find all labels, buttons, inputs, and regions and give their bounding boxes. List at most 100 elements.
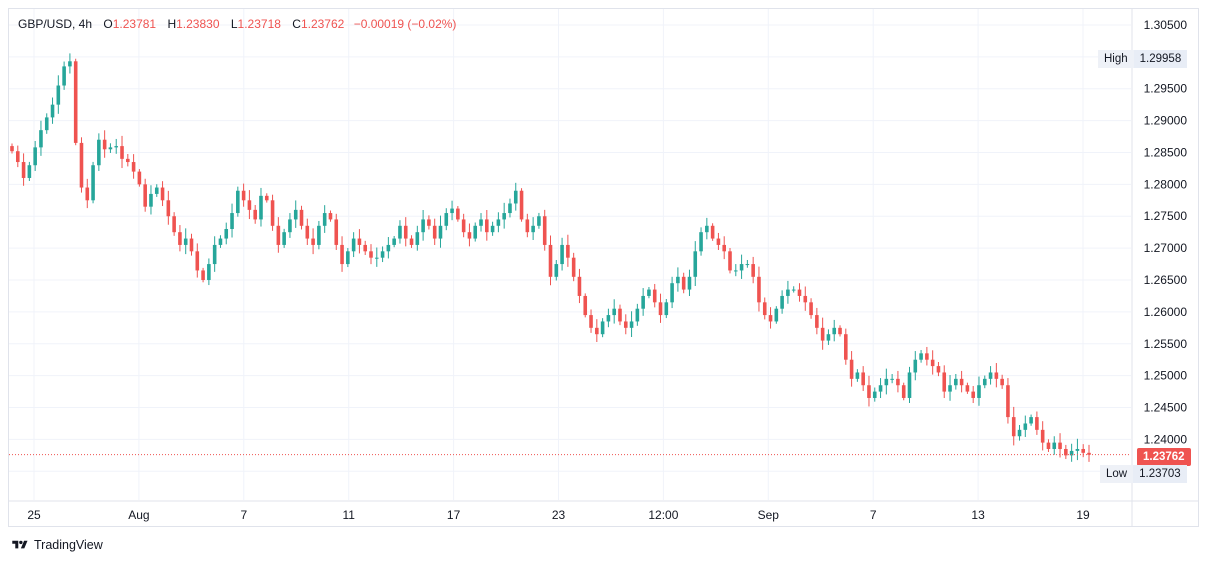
candle-body[interactable] <box>745 264 750 266</box>
candle-body[interactable] <box>757 276 761 303</box>
candle-body[interactable] <box>722 244 727 252</box>
candle-body[interactable] <box>1023 423 1028 430</box>
candle-body[interactable] <box>1052 442 1057 449</box>
candle-body[interactable] <box>299 209 304 226</box>
candle-body[interactable] <box>982 378 987 386</box>
candle-body[interactable] <box>137 171 142 185</box>
candle-body[interactable] <box>513 190 518 204</box>
candle-body[interactable] <box>322 213 327 226</box>
candle-body[interactable] <box>432 225 437 239</box>
candle-body[interactable] <box>907 372 912 398</box>
candle-body[interactable] <box>224 228 229 239</box>
candle-body[interactable] <box>948 385 952 392</box>
candle-body[interactable] <box>97 139 101 166</box>
candle-body[interactable] <box>56 85 61 105</box>
candle-body[interactable] <box>409 238 414 245</box>
candle-body[interactable] <box>33 147 37 166</box>
candle-body[interactable] <box>1058 442 1062 449</box>
candle-body[interactable] <box>896 378 900 386</box>
candle-body[interactable] <box>612 308 616 316</box>
candle-body[interactable] <box>73 61 78 143</box>
candle-body[interactable] <box>102 139 107 150</box>
candlestick-series[interactable] <box>10 53 1091 462</box>
candle-body[interactable] <box>189 238 194 252</box>
candle-body[interactable] <box>635 308 640 322</box>
candle-body[interactable] <box>183 238 188 245</box>
candle-body[interactable] <box>44 117 49 131</box>
candle-body[interactable] <box>670 283 674 303</box>
candle-body[interactable] <box>160 187 165 201</box>
candle-body[interactable] <box>270 200 275 226</box>
candle-body[interactable] <box>942 372 947 392</box>
candle-body[interactable] <box>68 61 72 67</box>
candle-body[interactable] <box>108 147 113 150</box>
candle-body[interactable] <box>444 213 449 226</box>
candle-body[interactable] <box>768 315 773 322</box>
candle-body[interactable] <box>554 264 559 277</box>
candle-body[interactable] <box>606 315 611 322</box>
candle-body[interactable] <box>791 289 796 291</box>
candle-body[interactable] <box>91 165 95 201</box>
candle-body[interactable] <box>832 327 837 335</box>
candle-body[interactable] <box>351 238 356 252</box>
candle-body[interactable] <box>566 244 570 258</box>
candle-body[interactable] <box>201 270 205 281</box>
candle-body[interactable] <box>207 264 211 281</box>
candle-body[interactable] <box>600 321 605 335</box>
candle-body[interactable] <box>456 208 460 220</box>
candle-body[interactable] <box>502 213 506 220</box>
candle-body[interactable] <box>890 378 894 380</box>
candle-body[interactable] <box>126 158 130 163</box>
candle-body[interactable] <box>467 232 472 239</box>
candle-body[interactable] <box>751 264 755 277</box>
candle-body[interactable] <box>583 295 588 316</box>
candle-body[interactable] <box>1011 417 1016 437</box>
candle-body[interactable] <box>965 385 970 392</box>
candle-body[interactable] <box>925 353 929 360</box>
candle-body[interactable] <box>85 187 90 201</box>
candle-body[interactable] <box>479 219 483 226</box>
candle-body[interactable] <box>733 270 738 272</box>
candle-body[interactable] <box>971 391 975 398</box>
candle-body[interactable] <box>525 219 530 233</box>
candle-body[interactable] <box>195 251 200 271</box>
candle-body[interactable] <box>334 219 339 245</box>
candle-body[interactable] <box>994 372 999 379</box>
candle-body[interactable] <box>571 257 576 277</box>
candle-body[interactable] <box>1046 442 1051 449</box>
candle-body[interactable] <box>548 244 553 277</box>
candle-body[interactable] <box>473 225 478 239</box>
candle-body[interactable] <box>236 190 240 214</box>
candle-body[interactable] <box>178 232 182 245</box>
candle-body[interactable] <box>10 146 14 152</box>
candle-body[interactable] <box>936 366 941 373</box>
candle-body[interactable] <box>693 251 698 277</box>
candle-body[interactable] <box>363 244 368 252</box>
candle-body[interactable] <box>305 225 310 239</box>
candle-body[interactable] <box>427 219 431 226</box>
candle-body[interactable] <box>867 385 871 398</box>
candle-body[interactable] <box>264 195 269 201</box>
price-axis[interactable]: 1.305001.300001.295001.290001.285001.280… <box>1131 9 1187 526</box>
candle-body[interactable] <box>62 66 66 86</box>
candle-body[interactable] <box>172 216 176 233</box>
candle-body[interactable] <box>230 213 234 229</box>
candle-body[interactable] <box>901 385 906 398</box>
candle-body[interactable] <box>276 225 281 245</box>
candle-body[interactable] <box>815 315 819 328</box>
candle-body[interactable] <box>780 295 784 309</box>
candle-body[interactable] <box>710 225 715 239</box>
candle-body[interactable] <box>259 195 263 220</box>
candle-body[interactable] <box>872 391 877 398</box>
candle-body[interactable] <box>496 219 501 226</box>
candle-body[interactable] <box>774 308 779 322</box>
candle-body[interactable] <box>369 251 373 258</box>
candle-body[interactable] <box>1081 448 1086 453</box>
candle-body[interactable] <box>154 187 159 194</box>
candle-body[interactable] <box>878 385 883 392</box>
candle-body[interactable] <box>705 225 709 233</box>
candle-body[interactable] <box>658 302 663 316</box>
candle-body[interactable] <box>490 225 495 233</box>
candle-body[interactable] <box>253 209 257 220</box>
candle-body[interactable] <box>508 203 512 214</box>
